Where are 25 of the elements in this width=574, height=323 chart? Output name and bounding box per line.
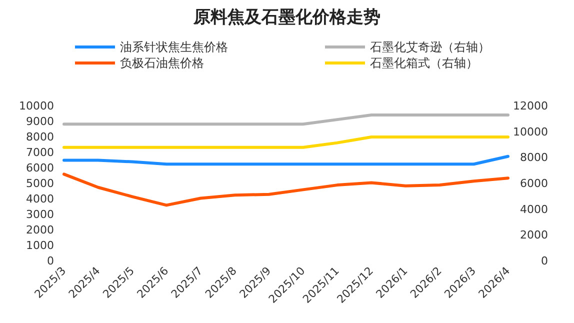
y2-tick-label: 8000 xyxy=(520,151,548,164)
y-tick-label: 9000 xyxy=(26,115,54,128)
y2-tick-label: 6000 xyxy=(520,177,548,190)
y-tick-label: 2000 xyxy=(26,224,54,236)
legend-label: 石墨化艾奇逊（右轴） xyxy=(370,40,490,54)
chart-title: 原料焦及石墨化价格走势 xyxy=(192,8,380,28)
legend-label: 油系针状焦生焦价格 xyxy=(120,40,228,54)
y2-tick-label: 4000 xyxy=(520,202,548,216)
y-tick-label: 7000 xyxy=(26,146,54,159)
y2-tick-label: 0 xyxy=(541,254,548,268)
y-tick-label: 3000 xyxy=(26,208,54,221)
y2-tick-label: 12000 xyxy=(513,100,548,112)
y-tick-label: 4000 xyxy=(26,192,54,206)
line-series xyxy=(62,172,510,207)
y-tick-label: 10000 xyxy=(19,100,54,112)
y2-tick-label: 2000 xyxy=(520,228,548,242)
y-tick-label: 0 xyxy=(47,254,54,268)
legend-label: 石墨化箱式（右轴） xyxy=(370,56,478,70)
line-series xyxy=(62,154,510,166)
y-tick-label: 6000 xyxy=(26,162,54,174)
y-tick-label: 5000 xyxy=(26,177,54,190)
legend-label: 负极石油焦价格 xyxy=(120,56,204,70)
y-tick-label: 1000 xyxy=(26,239,54,252)
y-tick-label: 8000 xyxy=(26,130,54,144)
y2-tick-label: 10000 xyxy=(513,125,548,138)
